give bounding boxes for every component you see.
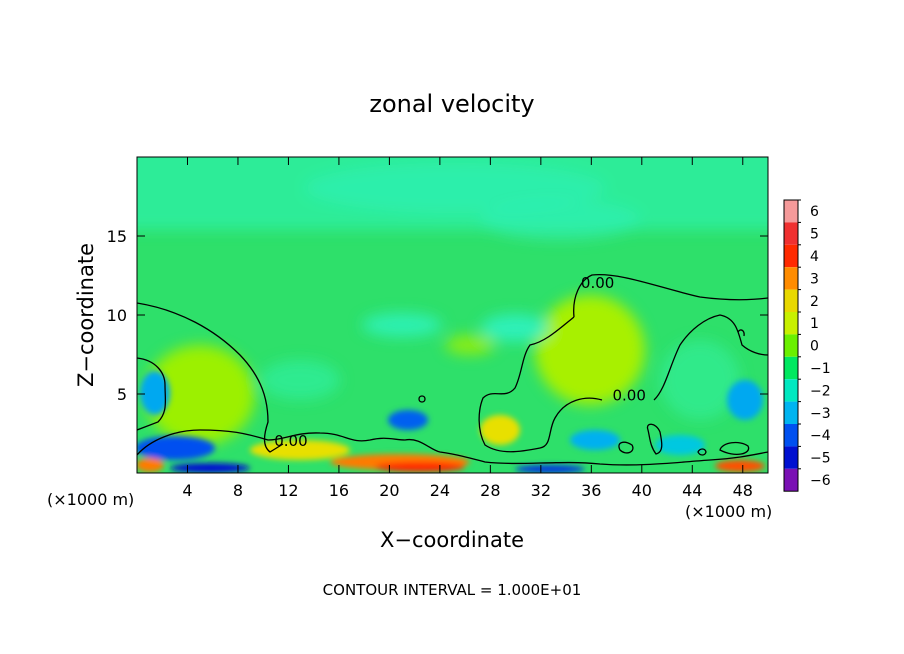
field-blobs [137,157,768,445]
colorbar-label: 5 [810,227,819,243]
y-axis-label: Z−coordinate [74,243,98,387]
colorbar: 6 5 4 3 2 1 0 −1 −2 −3 −4 −5 −6 [783,199,831,492]
contour-label: 0.00 [274,432,307,450]
field-blob [375,462,465,472]
colorbar-label: 1 [810,316,819,332]
colorbar-swatch [784,289,798,312]
field-blob [170,463,250,473]
field-blob [481,314,549,342]
contour-interval-footer: CONTOUR INTERVAL = 1.000E+01 [323,581,582,599]
colorbar-label: 6 [810,204,819,220]
colorbar-frame [783,199,799,492]
contour-line [737,329,745,337]
colorbar-label: 4 [810,249,819,265]
field-near-surface [137,371,765,473]
plot-area: 0.00 0.00 0.00 [136,156,769,474]
colorbar-swatch [784,222,798,245]
x-tick-label: 4 [182,481,192,500]
y-tick-label: 15 [107,227,127,246]
contour-line [137,302,284,453]
contour-line [478,316,603,453]
colorbar-swatch [784,379,798,402]
field-blob [727,380,763,420]
colorbar-swatch [784,334,798,357]
field-blob [137,436,215,460]
field-blob [655,435,705,455]
chart-title: zonal velocity [369,90,534,118]
colorbar-label: −1 [810,361,831,377]
colorbar-swatch [784,312,798,335]
x-tick-label: 8 [233,481,243,500]
y-tick-label: 10 [107,306,127,325]
colorbar-swatch [784,468,798,492]
contour-label: 0.00 [612,386,645,404]
field-blob [305,163,605,213]
x-axis-label: X−coordinate [380,528,524,552]
field-blob [250,440,350,460]
x-unit-left: (×1000 m) [47,490,134,509]
colorbar-swatch [784,401,798,424]
y-axis-ticks: 5 10 15 [107,227,768,404]
colorbar-swatch [784,446,798,469]
field-blob [362,313,442,337]
x-tick-label: 12 [278,481,298,500]
field-blob [480,415,520,445]
x-tick-label: 48 [733,481,753,500]
x-tick-label: 36 [581,481,601,500]
colorbar-label: −3 [810,406,831,422]
contour-line [137,429,768,466]
x-tick-label: 24 [430,481,450,500]
contour-line [653,314,768,401]
x-tick-label: 20 [379,481,399,500]
colorbar-label: −4 [810,428,831,444]
contour-label: 0.00 [581,274,614,292]
contour-line [646,423,663,455]
colorbar-swatch [784,200,798,223]
contour-labels: 0.00 0.00 0.00 [274,274,646,450]
colorbar-swatch [784,356,798,380]
field-blob [535,295,645,405]
colorbar-label: 2 [810,294,819,310]
colorbar-label: −6 [810,473,831,489]
x-tick-label: 40 [632,481,652,500]
field-blob [137,458,164,472]
field-blob [660,340,740,420]
field-blob [260,360,340,400]
colorbar-label: −2 [810,383,831,399]
y-tick-label: 5 [117,385,127,404]
field-blob [515,465,585,473]
field-blob [570,430,620,450]
field-blob [145,345,255,445]
x-tick-label: 44 [682,481,702,500]
x-tick-label: 28 [480,481,500,500]
colorbar-swatch [784,424,798,447]
colorbar-label: −5 [810,451,831,467]
contour-lines [137,273,768,466]
contour-line [697,448,707,456]
field-blob [715,460,765,472]
x-axis-ticks: 4 8 12 16 20 24 28 32 36 40 44 48 [182,157,753,500]
field-blob [140,371,170,415]
colorbar-label: 0 [810,339,819,355]
contour-line [719,441,750,456]
x-tick-label: 32 [531,481,551,500]
field-blob [445,335,495,355]
colorbar-swatch [784,267,798,290]
x-unit-right: (×1000 m) [685,502,772,521]
colorbar-label: 3 [810,271,819,287]
field-blob [388,410,428,430]
colorbar-swatch [784,244,798,268]
field-blob [480,200,640,240]
contour-line [618,441,634,454]
contour-line [137,357,167,431]
contour-line [573,273,768,318]
x-tick-label: 16 [329,481,349,500]
contour-line [418,395,426,403]
